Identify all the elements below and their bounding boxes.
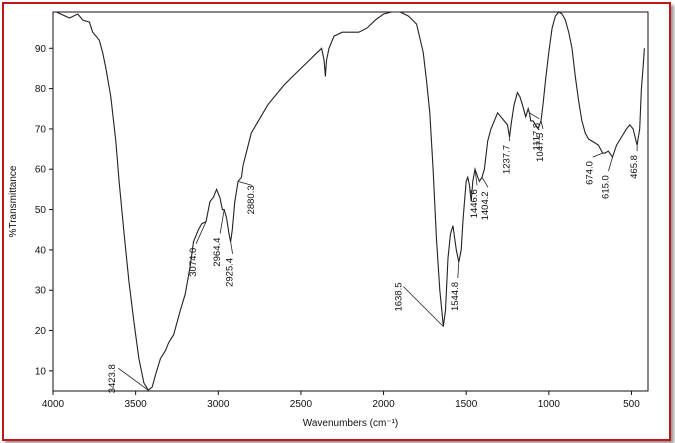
- peak-label: 2925.4: [225, 258, 236, 287]
- peak-leader-line: [481, 177, 489, 188]
- peak-label: 2880.3: [246, 185, 257, 214]
- peak-label: 1117.8: [531, 123, 542, 151]
- y-axis: 10 20 30 40 50 60 70 80 90: [35, 44, 53, 377]
- peak-label: 1237.7: [502, 145, 513, 174]
- y-axis-title: %Transmittance: [8, 165, 19, 237]
- peak-label: 465.8: [629, 155, 640, 179]
- peak-leader-line: [592, 152, 603, 158]
- x-tick-label: 2500: [290, 399, 313, 410]
- series-line: [56, 11, 645, 392]
- peak-leader-line: [117, 367, 149, 391]
- y-tick-label: 80: [35, 84, 47, 95]
- peak-leader-line: [230, 241, 234, 254]
- peak-label: 1544.8: [450, 282, 461, 311]
- y-tick-label: 60: [35, 165, 47, 176]
- y-tick-label: 70: [35, 124, 47, 135]
- plot-area: [52, 11, 649, 392]
- peak-leader-line: [608, 157, 613, 172]
- x-tick-label: 1000: [538, 399, 561, 410]
- peak-leader-line: [403, 286, 444, 327]
- peak-label: 2964.4: [212, 238, 223, 267]
- peak-leader-line: [457, 261, 460, 279]
- peak-label: 674.0: [585, 161, 596, 185]
- y-tick-label: 50: [35, 205, 47, 216]
- x-tick-label: 4000: [42, 399, 65, 410]
- x-tick-label: 3000: [207, 399, 230, 410]
- x-tick-label: 2000: [372, 399, 395, 410]
- peak-leader-line: [237, 180, 253, 186]
- peak-label: 1638.5: [393, 282, 404, 311]
- y-tick-label: 30: [35, 286, 47, 297]
- x-axis-title: Wavenumbers (cm⁻¹): [303, 418, 398, 429]
- y-tick-label: 10: [35, 366, 47, 377]
- peak-leader-line: [195, 221, 207, 244]
- peak-label: 1404.2: [480, 191, 491, 220]
- peak-label: 3423.8: [107, 364, 118, 393]
- peak-leader-line: [529, 112, 540, 120]
- y-tick-label: 40: [35, 245, 47, 256]
- peak-leader-line: [219, 209, 225, 234]
- peak-leader-line: [540, 120, 544, 129]
- peak-label: 615.0: [600, 175, 611, 199]
- peak-label: 3074.0: [188, 248, 199, 277]
- peak-leader-line: [474, 169, 478, 186]
- peak-label: 1047.5: [535, 133, 546, 162]
- x-tick-label: 500: [623, 399, 640, 410]
- x-axis: 4000 3500 3000 2500 2000 1500 1000 500: [42, 391, 640, 410]
- x-tick-label: 1500: [455, 399, 478, 410]
- y-tick-label: 90: [35, 44, 47, 55]
- x-tick-label: 3500: [125, 399, 148, 410]
- y-tick-label: 20: [35, 326, 47, 337]
- peak-label: 1446.6: [469, 189, 480, 218]
